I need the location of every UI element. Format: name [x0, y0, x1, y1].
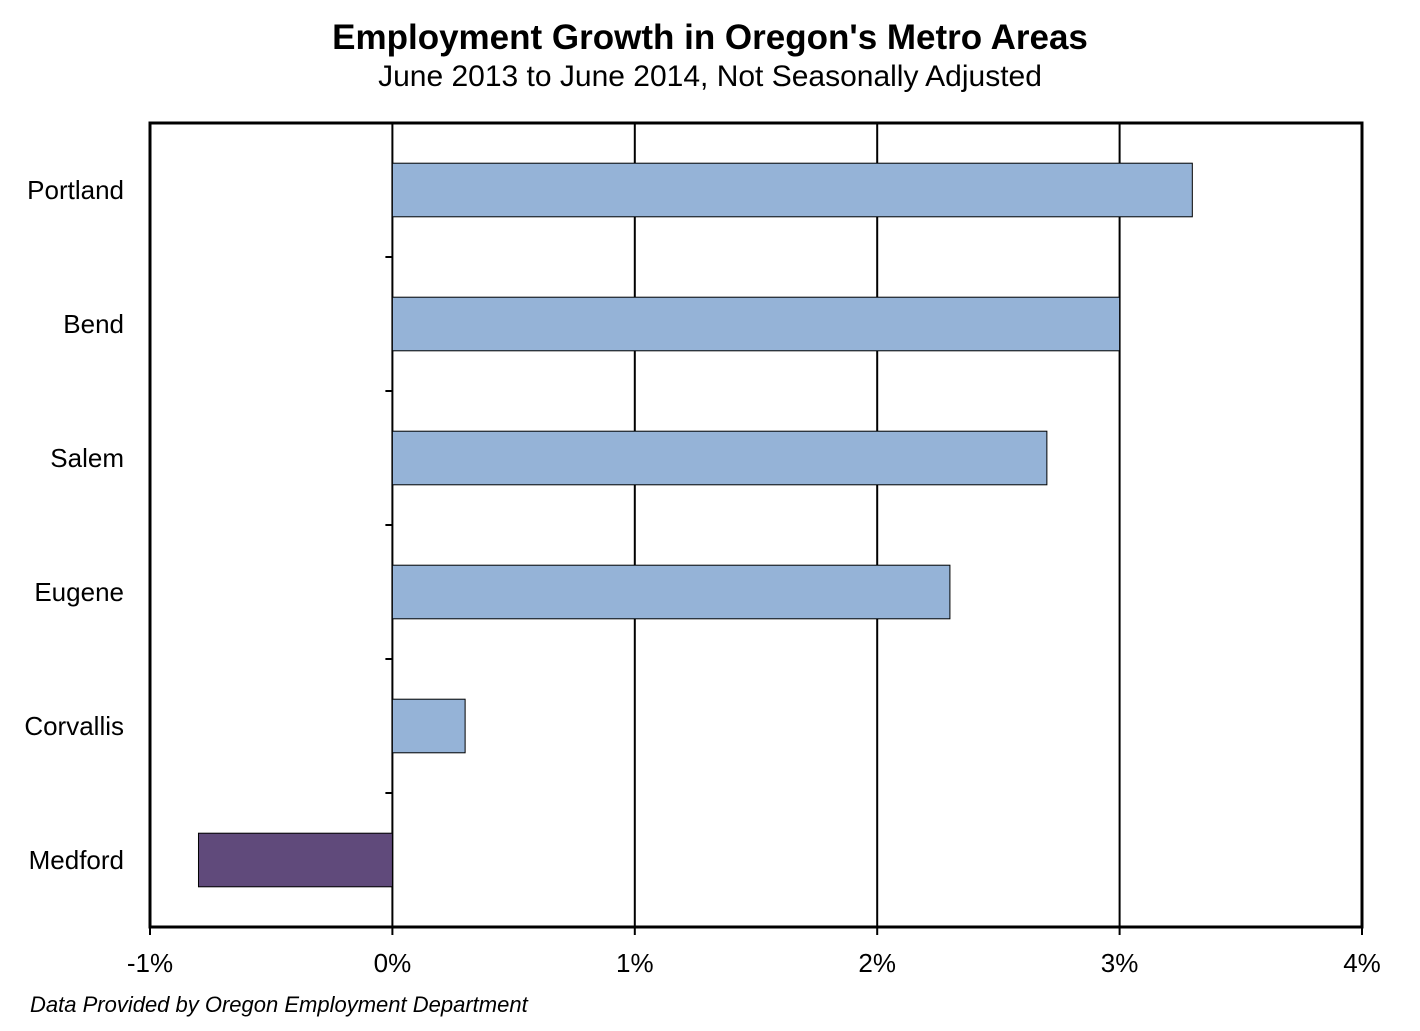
- category-label: Eugene: [34, 577, 124, 607]
- x-tick-label: 1%: [616, 948, 654, 978]
- category-label: Corvallis: [24, 711, 124, 741]
- category-label: Medford: [29, 845, 124, 875]
- x-tick-label: 3%: [1101, 948, 1139, 978]
- bars: [197, 162, 1193, 888]
- x-tick-label: 0%: [374, 948, 412, 978]
- bar-medford: [197, 832, 393, 888]
- bar-bend: [391, 296, 1121, 352]
- axes: [148, 121, 1364, 935]
- chart-title: Employment Growth in Oregon's Metro Area…: [332, 18, 1088, 57]
- tick-labels: -1% 0% 1% 2% 3% 4% Portland Bend Salem Eugene Corv…: [24, 175, 1380, 978]
- x-tick-label: 2%: [858, 948, 896, 978]
- source-note: Data Provided by Oregon Employment Depar…: [30, 992, 528, 1017]
- x-tick-label: 4%: [1343, 948, 1381, 978]
- x-tick-label: -1%: [127, 948, 173, 978]
- category-label: Portland: [27, 175, 124, 205]
- bar-salem: [391, 430, 1048, 486]
- gridlines: [391, 123, 1121, 927]
- plot-frame: [148, 121, 1364, 929]
- chart-subtitle: June 2013 to June 2014, Not Seasonally A…: [378, 60, 1042, 93]
- bar-eugene: [391, 564, 951, 620]
- category-label: Salem: [50, 443, 124, 473]
- bar-portland: [391, 162, 1193, 218]
- bar-corvallis: [391, 698, 466, 754]
- category-label: Bend: [63, 309, 124, 339]
